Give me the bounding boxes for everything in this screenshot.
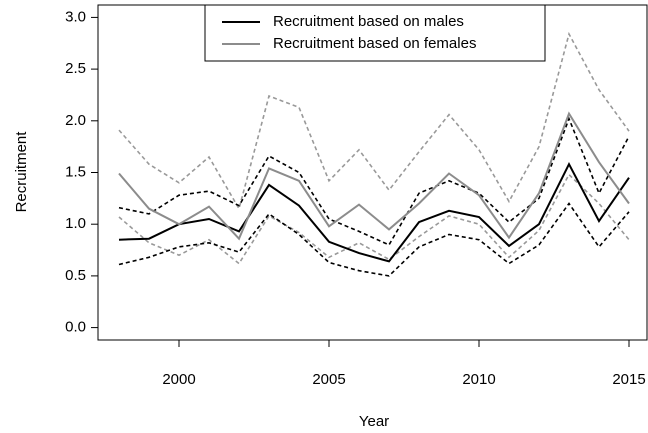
y-tick-label: 2.0 [65, 112, 86, 129]
x-tick-label: 2005 [312, 371, 345, 388]
series-line [118, 111, 630, 241]
y-tick-label: 0.0 [65, 319, 86, 336]
y-tick-label: 3.0 [65, 8, 86, 25]
x-axis-title: Year [359, 413, 389, 430]
x-tick-label: 2010 [462, 371, 495, 388]
y-tick-label: 2.5 [65, 60, 86, 77]
band-line [118, 173, 630, 265]
x-tick-label: 2000 [162, 371, 195, 388]
band-line [118, 116, 630, 246]
y-tick-label: 1.0 [65, 215, 86, 232]
legend-label: Recruitment based on males [273, 13, 464, 30]
band-line [118, 31, 630, 211]
y-tick-label: 0.5 [65, 267, 86, 284]
band-line [118, 202, 630, 277]
legend-label: Recruitment based on females [273, 35, 476, 52]
y-axis-title: Recruitment [13, 131, 30, 213]
y-tick-label: 1.5 [65, 163, 86, 180]
series-line [118, 162, 630, 263]
x-tick-label: 2015 [612, 371, 645, 388]
legend-box [204, 4, 546, 62]
